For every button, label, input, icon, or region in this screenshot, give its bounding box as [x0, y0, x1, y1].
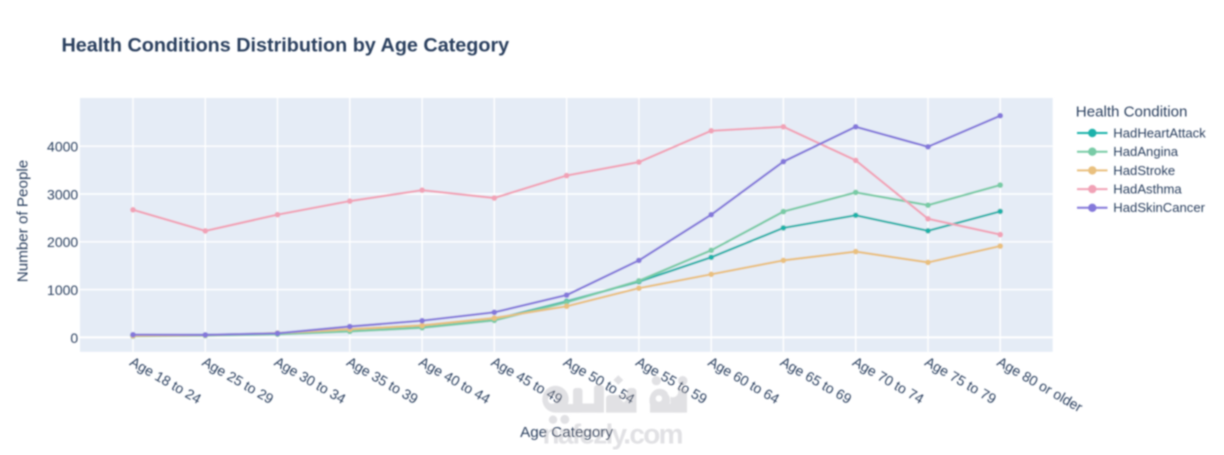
svg-text:Age Category: Age Category: [520, 424, 613, 441]
svg-text:Health Conditions Distribution: Health Conditions Distribution by Age Ca…: [62, 35, 510, 57]
svg-text:4000: 4000: [47, 139, 78, 155]
svg-text:HadAsthma: HadAsthma: [1113, 182, 1182, 197]
svg-text:HadStroke: HadStroke: [1113, 163, 1175, 178]
svg-text:HadHeartAttack: HadHeartAttack: [1113, 125, 1206, 140]
svg-text:nafezly.com: nafezly.com: [543, 419, 684, 450]
svg-text:Health Condition: Health Condition: [1076, 104, 1188, 121]
svg-text:1000: 1000: [47, 282, 78, 298]
svg-text:HadAngina: HadAngina: [1113, 144, 1179, 159]
svg-text:HadSkinCancer: HadSkinCancer: [1113, 200, 1205, 215]
svg-text:0: 0: [70, 330, 78, 346]
svg-text:2000: 2000: [47, 234, 78, 250]
svg-text:3000: 3000: [47, 186, 78, 202]
svg-text:Number of People: Number of People: [15, 160, 32, 282]
